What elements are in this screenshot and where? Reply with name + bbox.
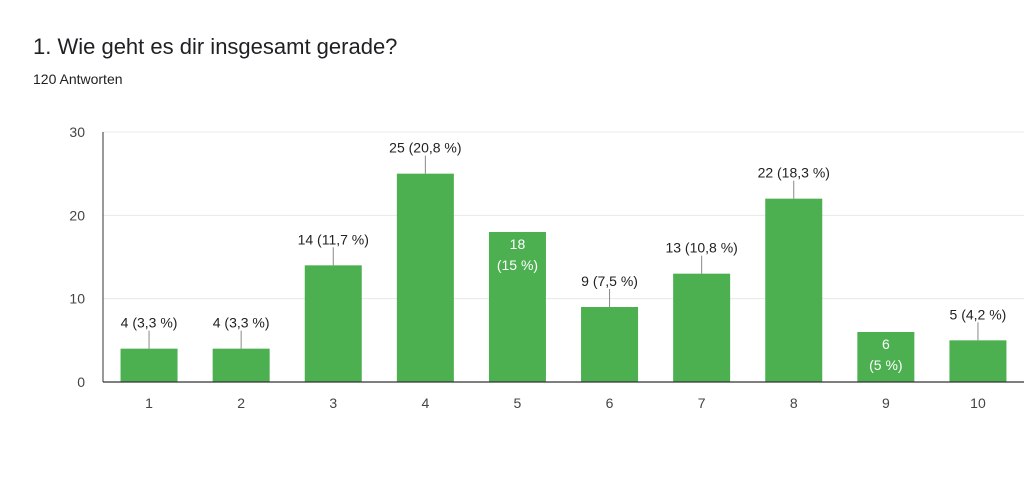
data-label: (5 %) [869, 357, 902, 373]
data-label: 22 (18,3 %) [758, 165, 830, 181]
data-label: 6 [882, 336, 890, 352]
y-tick-label: 10 [69, 291, 85, 307]
bar [304, 265, 362, 382]
x-tick-label: 8 [790, 395, 798, 411]
bar [488, 232, 546, 382]
data-label: (15 %) [497, 257, 538, 273]
bar [581, 307, 639, 382]
data-label: 4 (3,3 %) [213, 315, 270, 331]
data-label: 9 (7,5 %) [581, 273, 638, 289]
data-label: 14 (11,7 %) [298, 231, 369, 247]
bar [396, 173, 454, 382]
x-tick-label: 1 [145, 395, 153, 411]
x-tick-label: 10 [970, 395, 986, 411]
y-tick-label: 30 [69, 124, 85, 140]
y-tick-label: 20 [69, 207, 85, 223]
chart-title: 1. Wie geht es dir insgesamt gerade? [33, 34, 398, 59]
data-label: 5 (4,2 %) [950, 306, 1007, 322]
data-label: 18 [510, 236, 526, 252]
x-tick-label: 5 [514, 395, 522, 411]
x-tick-label: 9 [882, 395, 890, 411]
y-tick-label: 0 [77, 374, 85, 390]
data-label: 25 (20,8 %) [389, 140, 461, 156]
x-tick-label: 4 [421, 395, 429, 411]
data-label: 13 (10,8 %) [665, 240, 737, 256]
bar [673, 273, 731, 382]
bar [212, 348, 270, 382]
data-label: 4 (3,3 %) [121, 315, 178, 331]
bar [120, 348, 178, 382]
x-tick-label: 6 [606, 395, 614, 411]
bar [857, 332, 915, 382]
bar [949, 340, 1007, 382]
response-count: 120 Antworten [33, 71, 123, 87]
x-tick-label: 3 [329, 395, 337, 411]
x-tick-label: 2 [237, 395, 245, 411]
x-tick-label: 7 [698, 395, 706, 411]
bar [765, 198, 823, 382]
